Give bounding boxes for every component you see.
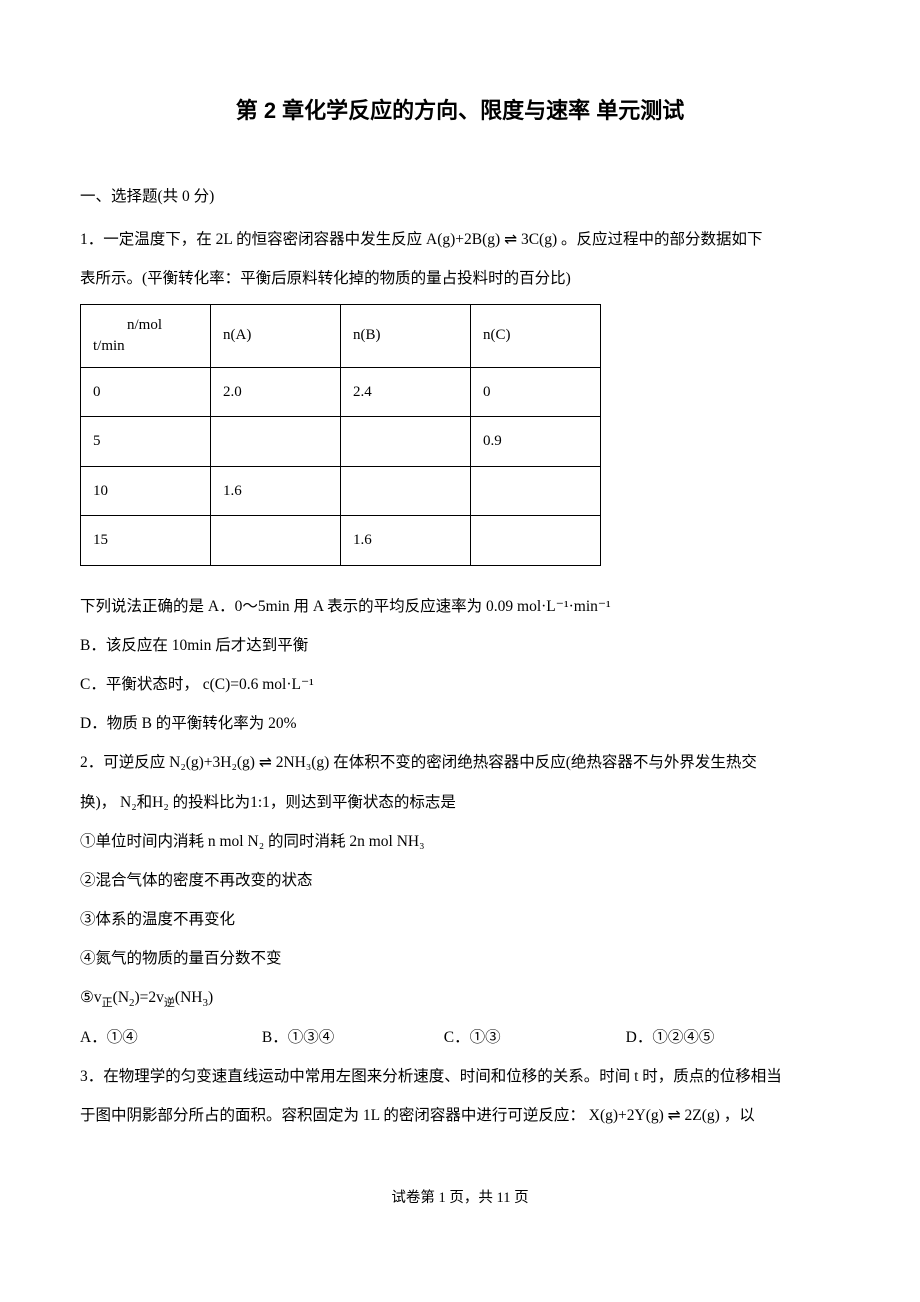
q2-intro-d: 的投料比为1:1，则达到平衡状态的标志是 [173, 794, 456, 811]
q3-line2a: 于图中阴影部分所占的面积。容积固定为 1L 的密闭容器中进行可逆反应： [80, 1107, 585, 1124]
cell-t: 5 [81, 417, 211, 467]
q1-option-b: B．该反应在 10min 后才达到平衡 [80, 627, 840, 664]
section-heading: 一、选择题(共 0 分) [80, 182, 840, 211]
q2-s1a: ①单位时间内消耗 n mol [80, 833, 248, 850]
q2-option-a: A．①④ [80, 1019, 258, 1056]
q2-intro-line2: 换)， N₂和H₂ 的投料比为1:1，则达到平衡状态的标志是 [80, 784, 840, 821]
cell-b: 2.4 [341, 367, 471, 417]
cell-c [471, 516, 601, 566]
q2-statement-2: ②混合气体的密度不再改变的状态 [80, 862, 840, 899]
cell-c: 0 [471, 367, 601, 417]
cell-t: 0 [81, 367, 211, 417]
q1-reaction: A(g)+2B(g) ⇌ 3C(g) [426, 231, 557, 248]
q2-intro-a: 2．可逆反应 [80, 754, 165, 771]
cell-b [341, 466, 471, 516]
q1-opt-c-b: c(C)=0.6 mol·L⁻¹ [203, 676, 314, 693]
q3-line2: 于图中阴影部分所占的面积。容积固定为 1L 的密闭容器中进行可逆反应： X(g)… [80, 1097, 840, 1134]
hdr-t-min: t/min [93, 336, 198, 357]
q1-intro-b: 。反应过程中的部分数据如下 [561, 231, 763, 248]
q3-line2b: ，以 [724, 1107, 755, 1124]
q2-option-b: B．①③④ [262, 1019, 440, 1056]
q3-reaction: X(g)+2Y(g) ⇌ 2Z(g) [589, 1107, 720, 1124]
cell-b [341, 417, 471, 467]
cell-a: 1.6 [211, 466, 341, 516]
cell-c: 0.9 [471, 417, 601, 467]
q1-option-c: C．平衡状态时， c(C)=0.6 mol·L⁻¹ [80, 666, 840, 703]
table-row: 15 1.6 [81, 516, 601, 566]
table-row: 5 0.9 [81, 417, 601, 467]
cell-t: 15 [81, 516, 211, 566]
q2-reaction: N₂(g)+3H₂(g) ⇌ 2NH₃(g) [169, 754, 329, 771]
q2-statement-4: ④氮气的物质的量百分数不变 [80, 940, 840, 977]
q2-statement-5: ⑤v正(N2)=2v逆(NH3) [80, 979, 840, 1016]
q2-option-c: C．①③ [444, 1019, 622, 1056]
q2-intro-b: 在体积不变的密闭绝热容器中反应(绝热容器不与外界发生热交 [333, 754, 757, 771]
q2-intro-c: 换)， [80, 794, 116, 811]
col-header-c: n(C) [471, 304, 601, 367]
table-row: 0 2.0 2.4 0 [81, 367, 601, 417]
cell-c [471, 466, 601, 516]
page-title: 第 2 章化学反应的方向、限度与速率 单元测试 [80, 90, 840, 132]
q2-statement-1: ①单位时间内消耗 n mol N₂ 的同时消耗 2n mol NH₃ [80, 823, 840, 860]
cell-a [211, 516, 341, 566]
hdr-n-mol: n/mol [93, 315, 198, 336]
q1-opt-a-value: 0.09 mol·L⁻¹·min⁻¹ [486, 598, 611, 615]
q2-s1-n2: N₂ [248, 833, 265, 850]
q1-intro-line1: 1．一定温度下，在 2L 的恒容密闭容器中发生反应 A(g)+2B(g) ⇌ 3… [80, 221, 840, 258]
q2-mix: N₂和H₂ [120, 794, 169, 811]
q2-s1-nh3: NH₃ [397, 833, 425, 850]
q1-data-table: n/mol t/min n(A) n(B) n(C) 0 2.0 2.4 0 5… [80, 304, 601, 566]
q2-s1b: 的同时消耗 2n mol [268, 833, 397, 850]
table-corner-cell: n/mol t/min [81, 304, 211, 367]
q3-line1: 3．在物理学的匀变速直线运动中常用左图来分析速度、时间和位移的关系。时间 t 时… [80, 1058, 840, 1095]
cell-a [211, 417, 341, 467]
q1-opt-lead: 下列说法正确的是 A．0～5min 用 A 表示的平均反应速率为 [80, 598, 482, 615]
cell-t: 10 [81, 466, 211, 516]
q1-option-a: 下列说法正确的是 A．0～5min 用 A 表示的平均反应速率为 0.09 mo… [80, 588, 840, 625]
q1-option-d: D．物质 B 的平衡转化率为 20% [80, 705, 840, 742]
q1-intro-line2: 表所示。(平衡转化率：平衡后原料转化掉的物质的量占投料时的百分比) [80, 260, 840, 297]
col-header-a: n(A) [211, 304, 341, 367]
cell-b: 1.6 [341, 516, 471, 566]
cell-a: 2.0 [211, 367, 341, 417]
q2-intro-line1: 2．可逆反应 N₂(g)+3H₂(g) ⇌ 2NH₃(g) 在体积不变的密闭绝热… [80, 744, 840, 781]
table-row: 10 1.6 [81, 466, 601, 516]
page-footer: 试卷第 1 页，共 11 页 [80, 1185, 840, 1213]
q2-statement-3: ③体系的温度不再变化 [80, 901, 840, 938]
q1-intro-a: 1．一定温度下，在 2L 的恒容密闭容器中发生反应 [80, 231, 422, 248]
q2-options-row: A．①④ B．①③④ C．①③ D．①②④⑤ [80, 1019, 840, 1056]
q1-opt-c-a: C．平衡状态时， [80, 676, 199, 693]
col-header-b: n(B) [341, 304, 471, 367]
table-header-row: n/mol t/min n(A) n(B) n(C) [81, 304, 601, 367]
q2-option-d: D．①②④⑤ [626, 1019, 804, 1056]
